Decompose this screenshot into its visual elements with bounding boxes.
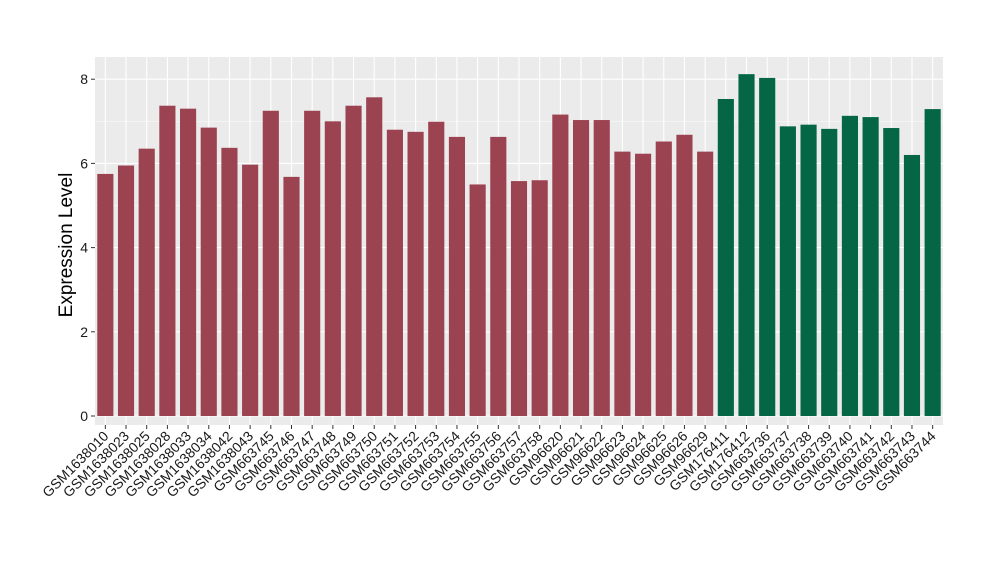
bar-GSM1638025 <box>138 148 155 417</box>
bar-GSM663746 <box>283 176 300 416</box>
bar-GSM663737 <box>779 126 796 417</box>
bar-GSM96625 <box>655 141 672 416</box>
bar-GSM96621 <box>572 120 590 417</box>
bar-GSM663753 <box>428 121 445 416</box>
y-tick-label: 0 <box>80 408 88 424</box>
y-tick-label: 8 <box>80 71 88 87</box>
bar-GSM1638010 <box>97 173 114 416</box>
bar-GSM663743 <box>903 154 921 417</box>
bar-GSM663758 <box>531 180 548 416</box>
bar-GSM663745 <box>262 110 279 417</box>
bar-GSM663744 <box>924 109 941 416</box>
bar-GSM176411 <box>717 98 734 416</box>
bar-GSM96622 <box>593 120 610 417</box>
y-axis: 0 2 4 6 8 <box>80 71 95 424</box>
bar-GSM663754 <box>448 136 466 416</box>
bar-GSM1638034 <box>200 127 217 417</box>
bar-GSM663749 <box>345 105 362 417</box>
bar-GSM663748 <box>324 121 341 417</box>
bar-GSM1638043 <box>242 164 259 416</box>
bar-GSM663757 <box>510 181 528 416</box>
y-axis-label: Expression Level <box>56 173 77 318</box>
bar-GSM663742 <box>883 128 900 416</box>
bar-GSM96620 <box>552 114 569 417</box>
bar-GSM663741 <box>862 117 879 416</box>
bar-GSM663755 <box>469 184 486 416</box>
bar-GSM663756 <box>490 136 507 416</box>
bar-GSM663750 <box>366 97 383 416</box>
bar-GSM663738 <box>800 124 817 416</box>
y-tick-label: 2 <box>80 324 88 340</box>
y-tick-label: 6 <box>80 155 88 171</box>
x-axis: GSM1638010GSM1638023GSM1638025GSM1638028… <box>39 425 939 500</box>
bar-GSM96629 <box>697 151 714 416</box>
bar-GSM663736 <box>759 77 776 416</box>
bar-GSM663740 <box>841 115 858 417</box>
bars <box>97 74 941 417</box>
bar-GSM663747 <box>304 110 321 417</box>
bar-GSM1638042 <box>221 147 238 416</box>
bar-GSM176412 <box>738 74 755 416</box>
y-tick-label: 4 <box>80 240 88 256</box>
bar-GSM1638028 <box>159 105 176 417</box>
bar-GSM663752 <box>407 131 424 416</box>
bar-GSM96624 <box>635 153 652 417</box>
bar-GSM1638033 <box>180 108 197 417</box>
bar-GSM663739 <box>821 128 838 417</box>
bar-GSM663751 <box>386 129 403 416</box>
bar-GSM1638023 <box>117 165 135 416</box>
bar-GSM96626 <box>676 134 693 416</box>
bar-GSM96623 <box>614 151 631 416</box>
